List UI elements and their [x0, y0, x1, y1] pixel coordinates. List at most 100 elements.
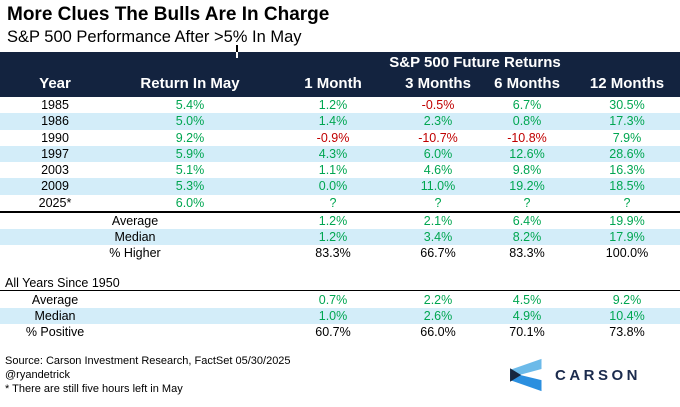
value-cell: 17.3%: [609, 114, 645, 129]
value-cell: 0.8%: [512, 114, 542, 129]
value-cell: 5.9%: [175, 146, 205, 161]
page-title: More Clues The Bulls Are In Charge: [7, 4, 330, 25]
twitter-handle: @ryandetrick: [5, 369, 70, 381]
value-cell: 2.1%: [423, 214, 453, 229]
value-cell: 100.0%: [605, 246, 649, 261]
summary-row-average: Average 1.2% 2.1% 6.4% 19.9%: [0, 213, 680, 229]
table-body: 1985 5.4% 1.2% -0.5% 6.7% 30.5% 1986 5.0…: [0, 97, 680, 261]
value-cell: 17.9%: [609, 230, 645, 245]
all-years-row-median: Median 1.0% 2.6% 4.9% 10.4%: [0, 308, 680, 324]
value-cell: 2.3%: [423, 114, 453, 129]
value-cell: 4.3%: [318, 146, 348, 161]
value-cell: ?: [523, 195, 531, 210]
value-cell: ?: [434, 195, 442, 210]
value-cell: 83.3%: [315, 246, 351, 261]
value-cell: ?: [623, 195, 631, 210]
value-cell: 18.5%: [609, 179, 645, 194]
table-row: 2009 5.3% 0.0% 11.0% 19.2% 18.5%: [0, 178, 680, 195]
value-cell: 9.8%: [512, 163, 542, 178]
value-cell: -0.5%: [421, 98, 455, 112]
value-cell: ?: [329, 195, 337, 210]
value-cell: 6.0%: [423, 146, 453, 161]
all-years-label: All Years Since 1950: [5, 276, 120, 290]
group-header: S&P 500 Future Returns: [389, 54, 561, 71]
summary-row-median: Median 1.2% 3.4% 8.2% 17.9%: [0, 229, 680, 246]
row-label: Average: [31, 293, 79, 307]
value-cell: 30.5%: [609, 98, 645, 112]
value-cell: 0.7%: [318, 293, 348, 307]
table-row: 1997 5.9% 4.3% 6.0% 12.6% 28.6%: [0, 145, 680, 163]
table-header: S&P 500 Future Returns Year Return In Ma…: [0, 52, 680, 97]
value-cell: 9.2%: [175, 130, 205, 145]
value-cell: 1.1%: [318, 163, 348, 178]
value-cell: 4.9%: [512, 309, 542, 323]
value-cell: 12.6%: [509, 146, 545, 161]
value-cell: 1.2%: [318, 230, 348, 245]
value-cell: 1.0%: [318, 309, 348, 323]
value-cell: 3.4%: [423, 230, 453, 245]
value-cell: 1.2%: [318, 214, 348, 229]
carson-chevron-icon: [510, 358, 542, 392]
table-row: 2025* 6.0% ? ? ? ?: [0, 195, 680, 211]
value-cell: 5.1%: [175, 163, 205, 178]
value-cell: 6.4%: [512, 214, 542, 229]
value-cell: 16.3%: [609, 163, 645, 178]
value-cell: 5.0%: [175, 114, 205, 129]
year-cell: 1997: [41, 146, 69, 161]
year-cell: 2003: [41, 163, 69, 178]
value-cell: 5.3%: [175, 179, 205, 194]
carson-logo-text: CARSON: [555, 366, 642, 384]
value-cell: 73.8%: [609, 325, 645, 339]
column-header-6-months: 6 Months: [494, 75, 560, 92]
value-cell: -10.7%: [418, 130, 458, 145]
year-cell: 1986: [41, 114, 69, 129]
table-row: 1990 9.2% -0.9% -10.7% -10.8% 7.9%: [0, 130, 680, 146]
value-cell: 4.5%: [512, 293, 542, 307]
value-cell: 9.2%: [612, 293, 642, 307]
all-years-row-pct-positive: % Positive 60.7% 66.0% 70.1% 73.8%: [0, 324, 680, 340]
value-cell: 6.7%: [512, 98, 542, 112]
value-cell: 10.4%: [609, 309, 645, 323]
column-header-3-months: 3 Months: [405, 75, 471, 92]
spacer-cell: [110, 308, 270, 324]
value-cell: 1.2%: [318, 98, 348, 112]
source-text: Source: Carson Investment Research, Fact…: [5, 355, 291, 367]
gridline-tick: [236, 45, 238, 52]
value-cell: 60.7%: [315, 325, 351, 339]
summary-label: % Higher: [109, 246, 161, 261]
column-header-1-month: 1 Month: [304, 75, 362, 92]
value-cell: 66.0%: [420, 325, 456, 339]
summary-row-pct-higher: % Higher 83.3% 66.7% 83.3% 100.0%: [0, 245, 680, 261]
table-header-columns-row: Year Return In May 1 Month 3 Months 6 Mo…: [0, 72, 680, 97]
year-cell: 1990: [41, 130, 69, 145]
year-cell: 2009: [41, 179, 69, 194]
value-cell: 8.2%: [512, 230, 542, 245]
value-cell: -10.8%: [507, 130, 547, 145]
table-row: 1985 5.4% 1.2% -0.5% 6.7% 30.5%: [0, 97, 680, 113]
column-header-year: Year: [39, 75, 71, 92]
value-cell: 0.0%: [318, 179, 348, 194]
value-cell: 2.6%: [423, 309, 453, 323]
value-cell: 83.3%: [509, 246, 545, 261]
summary-label: Median: [114, 230, 156, 245]
column-header-return-in-may: Return In May: [140, 75, 240, 92]
value-cell: 11.0%: [420, 179, 456, 194]
value-cell: 1.4%: [318, 114, 348, 129]
value-cell: 4.6%: [423, 163, 453, 178]
spacer-cell: [110, 324, 270, 340]
all-years-row-average: Average 0.7% 2.2% 4.5% 9.2%: [0, 292, 680, 308]
row-label: Median: [34, 309, 76, 323]
summary-divider: [0, 211, 680, 214]
all-years-body: Average 0.7% 2.2% 4.5% 9.2% Median 1.0% …: [0, 292, 680, 340]
value-cell: -0.9%: [316, 130, 350, 145]
year-cell: 2025*: [38, 195, 72, 210]
all-years-divider: [0, 290, 680, 291]
table-row: 2003 5.1% 1.1% 4.6% 9.8% 16.3%: [0, 162, 680, 178]
value-cell: 2.2%: [423, 293, 453, 307]
value-cell: 19.9%: [609, 214, 645, 229]
value-cell: 5.4%: [175, 98, 205, 112]
table-row: 1986 5.0% 1.4% 2.3% 0.8% 17.3%: [0, 113, 680, 130]
page-subtitle: S&P 500 Performance After >5% In May: [7, 28, 302, 46]
summary-label: Average: [111, 214, 159, 229]
